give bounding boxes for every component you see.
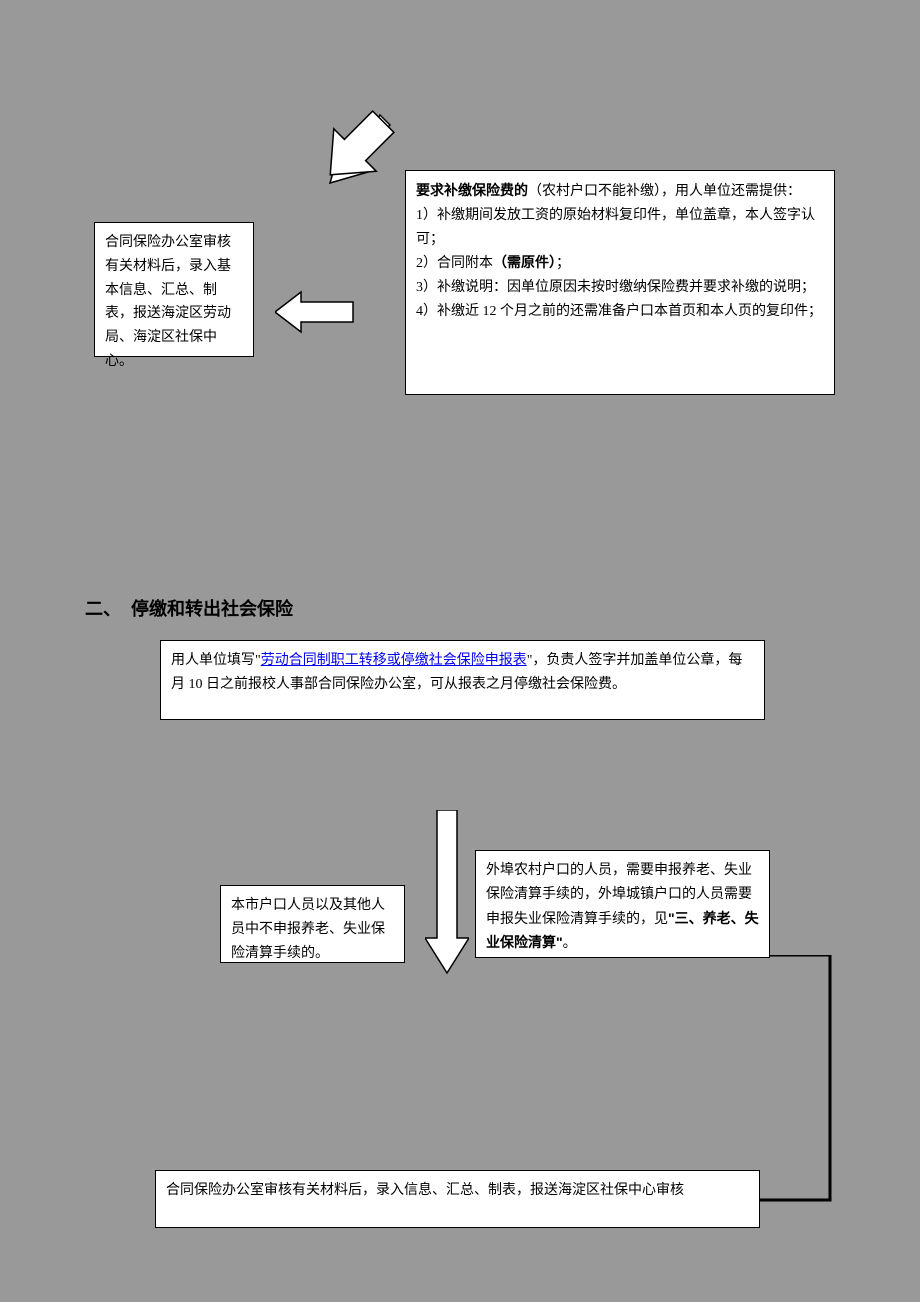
section-2-number: 二、	[85, 599, 121, 619]
box1-text: 合同保险办公室审核有关材料后，录入基本信息、汇总、制表，报送海淀区劳动局、海淀区…	[105, 235, 231, 369]
watermark: w	[390, 662, 411, 694]
box4-text: 本市户口人员以及其他人员中不申报养老、失业保险清算手续的。	[231, 898, 385, 961]
box-nonlocal-hukou: 外埠农村户口的人员，需要申报养老、失业保险清算手续的，外埠城镇户口的人员需要申报…	[475, 850, 770, 958]
box5-post: 。	[563, 936, 577, 951]
box2-line4: 4）补缴近 12 个月之前的还需准备户口本首页和本人页的复印件；	[416, 304, 822, 319]
box3-pre: 用人单位填写"	[171, 653, 261, 668]
box2-prefix-rest: （农村户口不能补缴），用人单位还需提供：	[528, 184, 801, 199]
box2-line1: 1）补缴期间发放工资的原始材料复印件，单位盖章，本人签字认可；	[416, 208, 815, 247]
arrow-left-icon	[275, 290, 355, 334]
box2-line3: 3）补缴说明：因单位原因未按时缴纳保险费并要求补缴的说明；	[416, 280, 815, 295]
box-review-final: 合同保险办公室审核有关材料后，录入信息、汇总、制表，报送海淀区社保中心审核	[155, 1170, 760, 1228]
box6-text: 合同保险办公室审核有关材料后，录入信息、汇总、制表，报送海淀区社保中心审核	[166, 1183, 684, 1198]
box-local-hukou: 本市户口人员以及其他人员中不申报养老、失业保险清算手续的。	[220, 885, 405, 963]
box2-line2c: ；	[556, 256, 570, 271]
section-2-heading: 二、 停缴和转出社会保险	[85, 595, 293, 621]
box-supplementary-requirements: 要求补缴保险费的（农村户口不能补缴），用人单位还需提供： 1）补缴期间发放工资的…	[405, 170, 835, 395]
section-2-title: 停缴和转出社会保险	[131, 599, 293, 619]
arrow-down-icon	[425, 810, 469, 975]
box2-prefix-bold: 要求补缴保险费的	[416, 182, 528, 198]
arrow-diag-icon-2	[305, 100, 405, 200]
watermark-text: w	[390, 662, 411, 693]
box-fill-form: 用人单位填写"劳动合同制职工转移或停缴社会保险申报表"，负责人签字并加盖单位公章…	[160, 640, 765, 720]
box2-line2b: （需原件）	[493, 254, 556, 270]
box-review-submit: 合同保险办公室审核有关材料后，录入基本信息、汇总、制表，报送海淀区劳动局、海淀区…	[94, 222, 254, 357]
box2-line2a: 2）合同附本	[416, 256, 493, 271]
